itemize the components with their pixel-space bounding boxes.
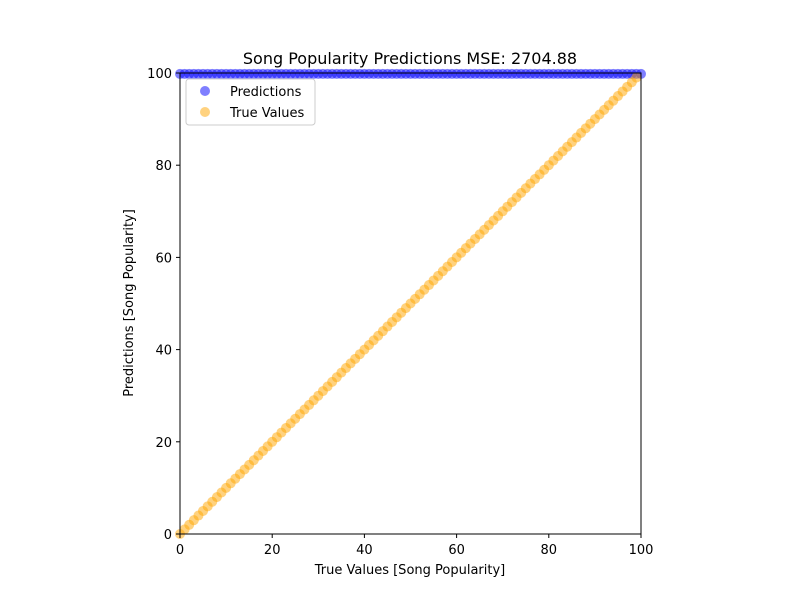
legend-label-true-values: True Values bbox=[229, 106, 304, 121]
true-values-series bbox=[175, 72, 642, 539]
chart-title: Song Popularity Predictions MSE: 2704.88 bbox=[243, 49, 577, 68]
legend-box bbox=[185, 78, 316, 126]
x-tick-label: 80 bbox=[541, 543, 558, 558]
x-tick-label: 0 bbox=[176, 543, 184, 558]
legend-marker-true-values bbox=[200, 107, 210, 117]
x-tick-label: 40 bbox=[356, 543, 373, 558]
y-tick-label: 40 bbox=[155, 344, 172, 359]
true-value-point bbox=[631, 72, 642, 83]
y-tick-label: 60 bbox=[155, 251, 172, 266]
y-tick-label: 80 bbox=[155, 159, 172, 174]
x-tick-label: 100 bbox=[629, 543, 654, 558]
legend-label-predictions: Predictions bbox=[230, 85, 302, 100]
x-axis-label: True Values [Song Popularity] bbox=[314, 563, 505, 578]
y-axis-label: Predictions [Song Popularity] bbox=[122, 209, 137, 397]
legend: Predictions True Values bbox=[185, 78, 316, 126]
x-tick-label: 20 bbox=[264, 543, 281, 558]
y-tick-label: 20 bbox=[155, 436, 172, 451]
y-axis-ticks: 0 20 40 60 80 100 bbox=[147, 67, 180, 543]
y-tick-label: 0 bbox=[164, 528, 172, 543]
plot-frame bbox=[179, 72, 642, 535]
x-tick-label: 60 bbox=[448, 543, 465, 558]
x-axis-ticks: 0 20 40 60 80 100 bbox=[176, 534, 654, 558]
y-tick-label: 100 bbox=[147, 67, 172, 82]
legend-marker-predictions bbox=[200, 86, 210, 96]
predictions-series bbox=[175, 68, 646, 79]
